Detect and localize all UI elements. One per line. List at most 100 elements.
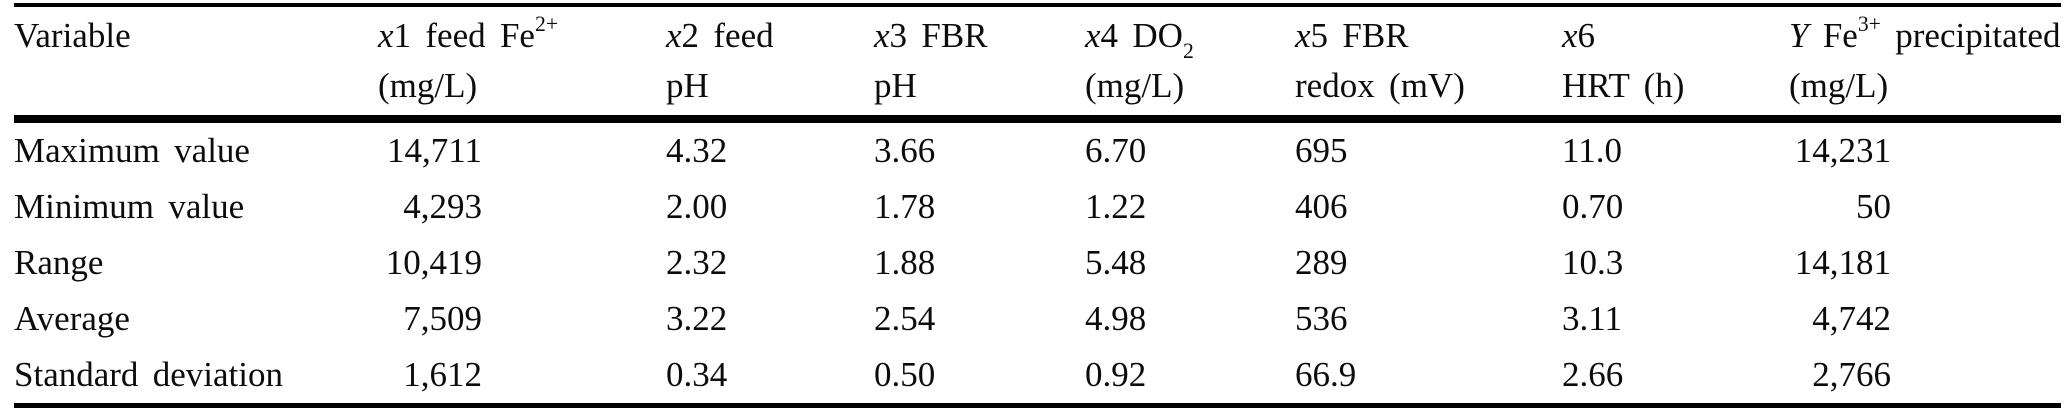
table-row-range: Range 10,419 2.32 1.88 5.48 289 10.3 14,… bbox=[14, 235, 2061, 291]
value-cell-x5: 695 bbox=[1295, 131, 1348, 170]
value-cell-x3: 2.54 bbox=[874, 299, 936, 338]
value-cell-x6: 0.70 bbox=[1562, 187, 1624, 226]
header-line2: (mg/L) bbox=[378, 66, 478, 105]
value-cell-x4: 1.22 bbox=[1085, 187, 1147, 226]
header-line2: pH bbox=[874, 66, 917, 105]
table-row-standard-deviation: Standard deviation 1,612 0.34 0.50 0.92 … bbox=[14, 347, 2061, 406]
value: 1,612 bbox=[403, 355, 482, 394]
value: 14,231 bbox=[1794, 131, 1891, 170]
value-cell-x5: 289 bbox=[1295, 243, 1348, 282]
value: 14,181 bbox=[1794, 243, 1891, 282]
header-text: 2 feed bbox=[681, 16, 774, 55]
column-header-y-fe3-precipitated: Y Fe3+ precipitated (mg/L) bbox=[1789, 5, 2061, 123]
value-cell-x5: 406 bbox=[1295, 187, 1348, 226]
row-label-cell: Minimum value bbox=[14, 187, 245, 226]
header-line2: (mg/L) bbox=[1085, 66, 1185, 105]
header-line2 bbox=[14, 61, 378, 111]
superscript: 2+ bbox=[534, 12, 559, 37]
value-cell-x6: 3.11 bbox=[1562, 299, 1622, 338]
header-line1: x2 feed bbox=[666, 11, 874, 61]
value: 4,293 bbox=[403, 187, 482, 226]
row-label-cell: Maximum value bbox=[14, 131, 250, 170]
value-cell-x4: 0.92 bbox=[1085, 355, 1147, 394]
row-label-cell: Range bbox=[14, 243, 104, 282]
value-cell-x1: 10,419 bbox=[378, 235, 666, 291]
header-line2: (mg/L) bbox=[1789, 66, 1889, 105]
header-text: Fe bbox=[1808, 16, 1858, 55]
variable-symbol: x bbox=[874, 16, 890, 55]
value: 7,509 bbox=[403, 299, 482, 338]
value-cell-y: 14,181 bbox=[1789, 235, 2061, 291]
value-cell-y: 2,766 bbox=[1789, 347, 2061, 406]
header-text: precipitated bbox=[1880, 16, 2061, 55]
value-cell-x1: 7,509 bbox=[378, 291, 666, 347]
column-header-x6-hrt: x6 HRT (h) bbox=[1562, 5, 1789, 123]
header-text: 4 DO bbox=[1100, 16, 1183, 55]
column-header-x4-do2: x4 DO2 (mg/L) bbox=[1085, 5, 1295, 123]
column-header-x3-fbr-ph: x3 FBR pH bbox=[874, 5, 1085, 123]
subscript: 2 bbox=[1182, 39, 1194, 64]
value-cell-y: 4,742 bbox=[1789, 291, 2061, 347]
variable-symbol: Y bbox=[1789, 16, 1809, 55]
value-cell-x3: 0.50 bbox=[874, 355, 936, 394]
value-cell-x2: 2.32 bbox=[666, 243, 728, 282]
variable-symbol: x bbox=[666, 16, 682, 55]
header-line1: Variable bbox=[14, 16, 131, 55]
value-cell-x1: 1,612 bbox=[378, 347, 666, 406]
value-cell-x3: 1.88 bbox=[874, 243, 936, 282]
row-label-cell: Average bbox=[14, 299, 130, 338]
value-cell-y: 14,231 bbox=[1789, 119, 2061, 179]
column-header-x2-feed-ph: x2 feed pH bbox=[666, 5, 874, 123]
header-line2: redox (mV) bbox=[1295, 66, 1465, 105]
variable-symbol: x bbox=[1562, 16, 1578, 55]
header-line1: Y Fe3+ precipitated bbox=[1789, 11, 2061, 61]
value: 50 bbox=[1856, 187, 1891, 226]
value-cell-x6: 11.0 bbox=[1562, 131, 1622, 170]
column-header-variable: Variable bbox=[14, 5, 378, 123]
header-line1: x5 FBR bbox=[1295, 11, 1562, 61]
table-row-minimum: Minimum value 4,293 2.00 1.78 1.22 406 0… bbox=[14, 179, 2061, 235]
value-cell-x2: 2.00 bbox=[666, 187, 728, 226]
header-text: 6 bbox=[1577, 16, 1596, 55]
header-line2: HRT (h) bbox=[1562, 66, 1685, 105]
header-line1: x6 bbox=[1562, 11, 1789, 61]
row-label-cell: Standard deviation bbox=[14, 355, 284, 394]
table-body: Maximum value 14,711 4.32 3.66 6.70 695 … bbox=[14, 119, 2061, 406]
value-cell-x4: 6.70 bbox=[1085, 131, 1147, 170]
table-header: Variable x1 feed Fe2+ (mg/L) x2 feed pH … bbox=[14, 5, 2061, 123]
header-text: 3 FBR bbox=[889, 16, 988, 55]
header-row: Variable x1 feed Fe2+ (mg/L) x2 feed pH … bbox=[14, 5, 2061, 123]
variable-symbol: x bbox=[378, 16, 394, 55]
variable-symbol: x bbox=[1295, 16, 1311, 55]
column-header-x5-fbr-redox: x5 FBR redox (mV) bbox=[1295, 5, 1562, 123]
value-cell-x5: 536 bbox=[1295, 299, 1348, 338]
value-cell-x6: 10.3 bbox=[1562, 243, 1624, 282]
value-cell-y: 50 bbox=[1789, 179, 2061, 235]
header-line2: pH bbox=[666, 66, 709, 105]
header-text: 5 FBR bbox=[1310, 16, 1409, 55]
superscript: 3+ bbox=[1857, 12, 1881, 37]
value: 10,419 bbox=[385, 243, 482, 282]
value-cell-x4: 4.98 bbox=[1085, 299, 1147, 338]
value-cell-x4: 5.48 bbox=[1085, 243, 1147, 282]
value-cell-x1: 14,711 bbox=[378, 119, 666, 179]
header-line1: x3 FBR bbox=[874, 11, 1085, 61]
header-line1: x4 DO2 bbox=[1085, 11, 1295, 64]
value-cell-x2: 4.32 bbox=[666, 131, 728, 170]
value-cell-x2: 0.34 bbox=[666, 355, 728, 394]
value-cell-x1: 4,293 bbox=[378, 179, 666, 235]
value: 2,766 bbox=[1812, 355, 1891, 394]
column-header-x1-feed-fe2: x1 feed Fe2+ (mg/L) bbox=[378, 5, 666, 123]
value-cell-x6: 2.66 bbox=[1562, 355, 1624, 394]
variable-statistics-table: Variable x1 feed Fe2+ (mg/L) x2 feed pH … bbox=[14, 3, 2061, 408]
variable-symbol: x bbox=[1085, 16, 1101, 55]
value-cell-x2: 3.22 bbox=[666, 299, 728, 338]
header-line1: x1 feed Fe2+ bbox=[378, 11, 666, 61]
header-text: 1 feed Fe bbox=[393, 16, 535, 55]
value-cell-x3: 1.78 bbox=[874, 187, 936, 226]
value: 14,711 bbox=[387, 131, 482, 170]
table-row-maximum: Maximum value 14,711 4.32 3.66 6.70 695 … bbox=[14, 119, 2061, 179]
table-row-average: Average 7,509 3.22 2.54 4.98 536 3.11 4,… bbox=[14, 291, 2061, 347]
value-cell-x3: 3.66 bbox=[874, 131, 936, 170]
